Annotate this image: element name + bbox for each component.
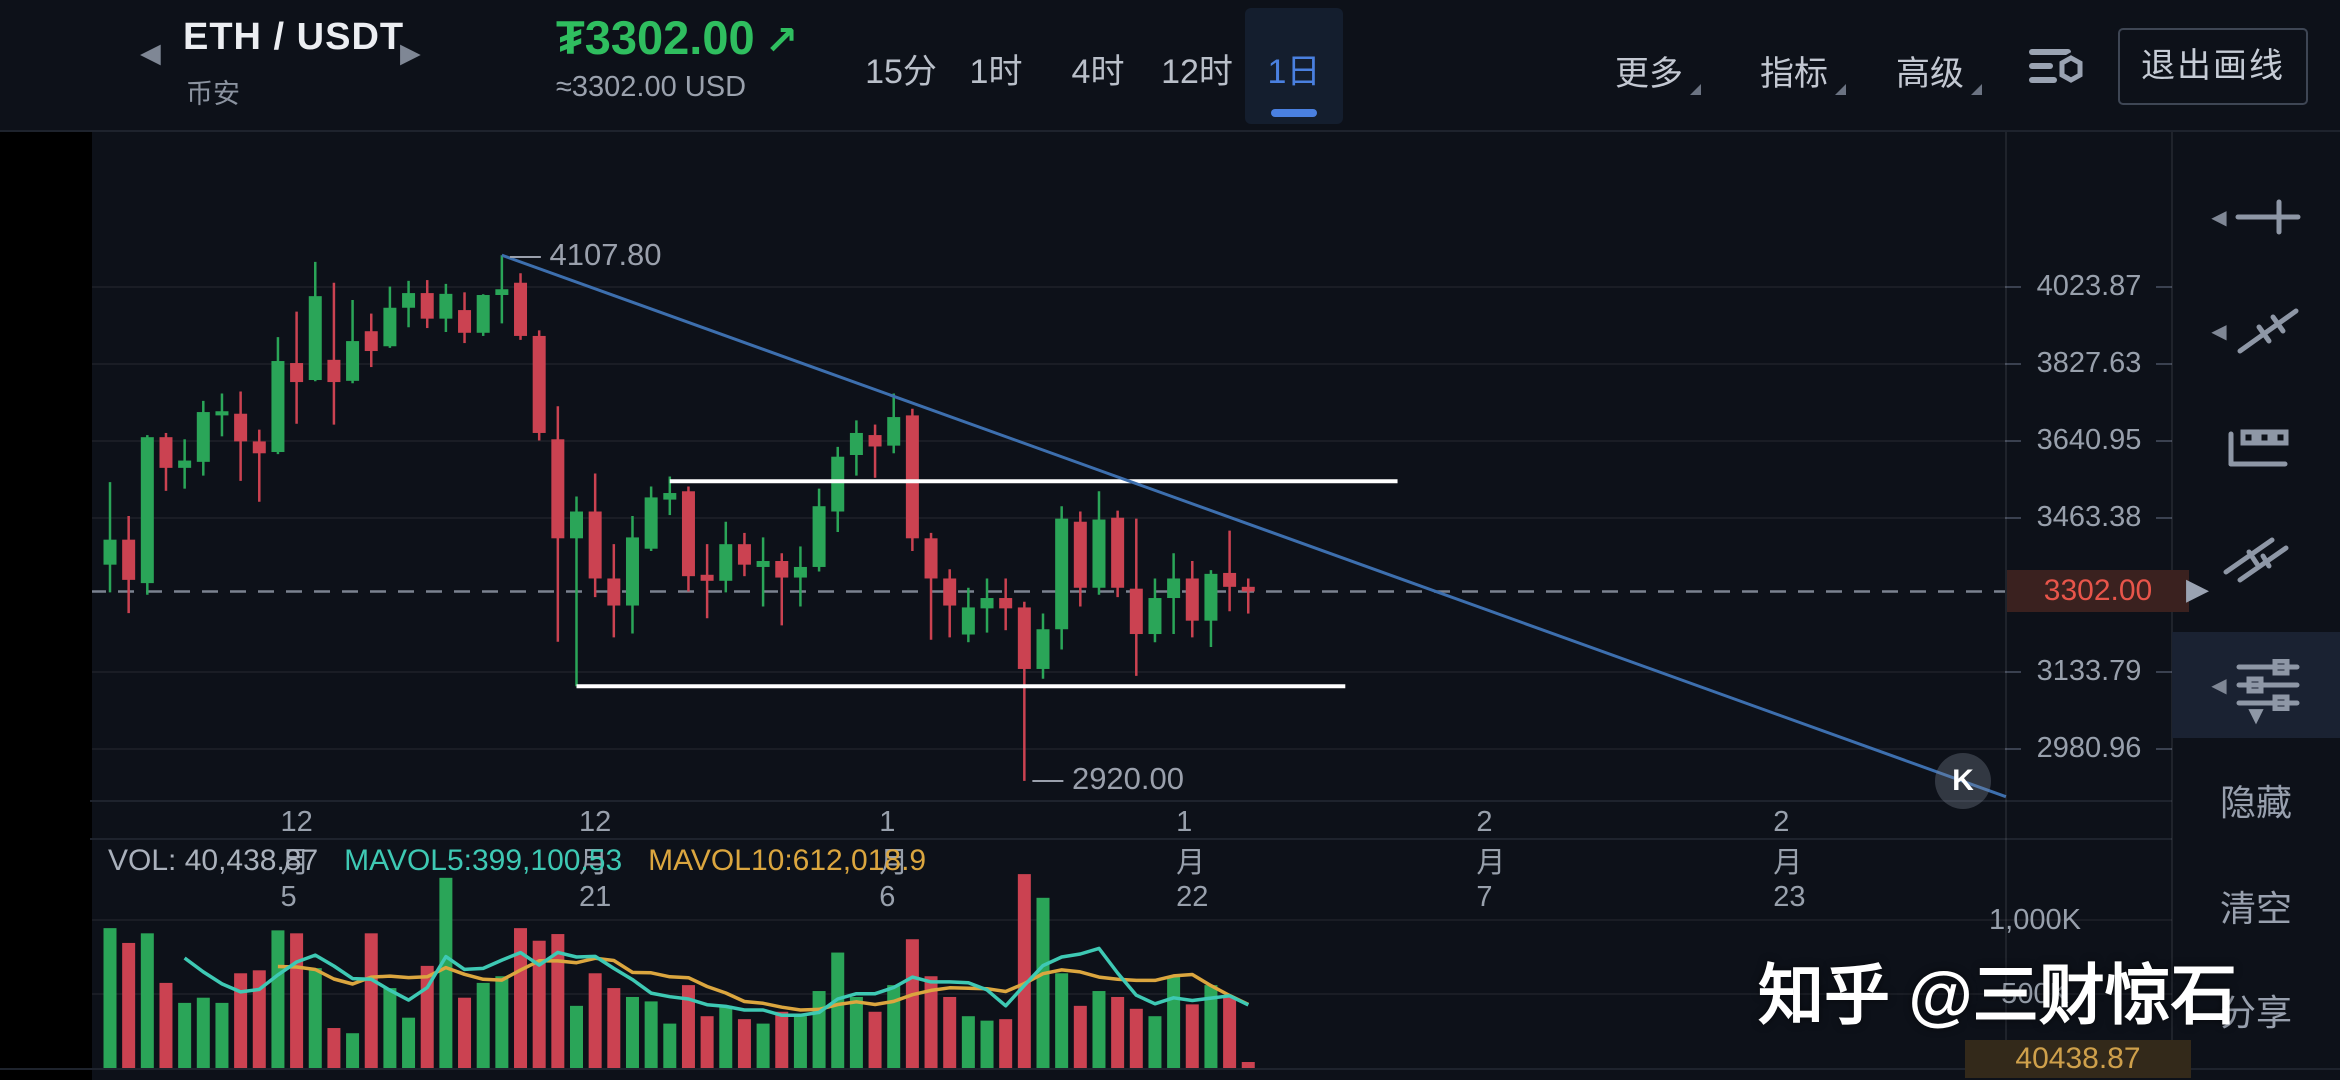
date-tick-label: 2月23: [1773, 806, 1806, 913]
drawing-toolbar: ◀ ◀ ◀ ▼ 隐藏 清空 分享: [2172, 132, 2340, 1070]
parallel-channel-tool[interactable]: [2172, 524, 2340, 594]
xaxis-top-divider: [90, 800, 2172, 802]
current-volume-label: 40438.87: [1965, 1040, 2191, 1078]
date-tick-label: 2月7: [1476, 806, 1506, 913]
trend-line-tool[interactable]: ◀: [2172, 296, 2340, 366]
tab-4h[interactable]: 4时: [1071, 53, 1125, 91]
price-tick-label: 3133.79: [2036, 655, 2142, 687]
prev-pair-arrow-icon[interactable]: ◀: [140, 38, 161, 68]
watermark: 知乎 @三财惊石: [1758, 958, 2237, 1032]
tab-1day-selected[interactable]: 1日: [1245, 8, 1343, 124]
price-tick-label: 3463.38: [2036, 500, 2142, 533]
tab-12h[interactable]: 12时: [1161, 53, 1233, 91]
screen-letterbox: [0, 0, 92, 1080]
date-tick-label: 12月5: [280, 806, 313, 913]
share-button[interactable]: 分享: [2219, 992, 2292, 1033]
trend-up-arrow-icon: ↗: [764, 19, 799, 63]
tab-1h[interactable]: 1时: [969, 53, 1023, 91]
top-toolbar: ◀ ETH / USDT ▶ 币安 ₮3302.00 ↗ ≈3302.00 USD…: [0, 0, 2340, 132]
high-price-annotation: 4107.80: [510, 237, 661, 273]
exit-drawing-button[interactable]: 退出画线: [2118, 28, 2308, 105]
current-price-label: 3302.00: [2007, 570, 2189, 613]
adjust-sliders-tool[interactable]: ◀: [2172, 632, 2340, 738]
sliders-icon: [2236, 659, 2300, 711]
trendline-endpoint-marker[interactable]: K: [1934, 753, 1991, 810]
selected-tab-underline: [1271, 109, 1317, 117]
date-tick-label: 12月21: [579, 806, 612, 913]
tab-15min[interactable]: 15分: [865, 53, 937, 91]
next-pair-arrow-icon[interactable]: ▶: [400, 38, 421, 68]
pair-title[interactable]: ETH / USDT: [183, 16, 405, 58]
expand-down-icon[interactable]: ▼: [2243, 700, 2269, 730]
price-tick-label: 4023.87: [2036, 270, 2142, 302]
date-tick-label: 1月6: [879, 806, 909, 913]
collapse-left-icon: ◀: [2211, 674, 2227, 697]
price-tick-label: 3827.63: [2036, 346, 2142, 379]
parallel-channel-icon: [2223, 537, 2289, 583]
vol-value: VOL: 40,438.87: [108, 844, 319, 877]
tab-1day-label: 1日: [1267, 53, 1321, 91]
volume-legend: VOL: 40,438.87 MAVOL5:399,100.53 MAVOL10…: [108, 844, 926, 878]
bottom-divider: [0, 1068, 2340, 1070]
date-tick-label: 1月22: [1176, 806, 1209, 913]
horizontal-line-icon: [2235, 199, 2301, 235]
collapse-left-icon: ◀: [2211, 206, 2227, 229]
price-axis-divider: [2005, 132, 2007, 1070]
low-price-annotation: 2920.00: [1032, 761, 1184, 797]
collapse-left-icon: ◀: [2211, 320, 2227, 343]
xaxis-bottom-divider: [90, 838, 2172, 840]
pattern-tool[interactable]: [2172, 412, 2340, 482]
clear-drawings-button[interactable]: 清空: [2219, 888, 2292, 929]
current-price-caret-icon[interactable]: ▶: [2186, 573, 2210, 607]
pattern-icon: [2228, 429, 2289, 467]
trend-line-icon: [2237, 308, 2299, 354]
last-price: ₮3302.00: [556, 11, 755, 64]
indicator-settings-icon[interactable]: [2028, 44, 2086, 90]
price-tick-label: 2980.96: [2036, 732, 2142, 764]
menu-advanced[interactable]: 高级: [1896, 46, 1982, 95]
menu-more[interactable]: 更多: [1615, 46, 1701, 95]
volume-tick-500k: 500K: [2001, 978, 2069, 1010]
menu-indicators[interactable]: 指标: [1760, 46, 1846, 95]
mavol5-value: MAVOL5:399,100.53: [344, 844, 623, 877]
price-usd-approx: ≈3302.00 USD: [556, 71, 747, 103]
exchange-label: 币安: [186, 79, 240, 109]
horizontal-line-tool[interactable]: ◀: [2172, 182, 2340, 252]
hide-drawings-button[interactable]: 隐藏: [2219, 782, 2292, 823]
price-tick-label: 3640.95: [2036, 423, 2142, 456]
mavol10-value: MAVOL10:612,018.9: [648, 844, 927, 877]
price-block: ₮3302.00 ↗ ≈3302.00 USD: [556, 10, 798, 104]
volume-tick-1000k: 1,000K: [1989, 904, 2081, 936]
